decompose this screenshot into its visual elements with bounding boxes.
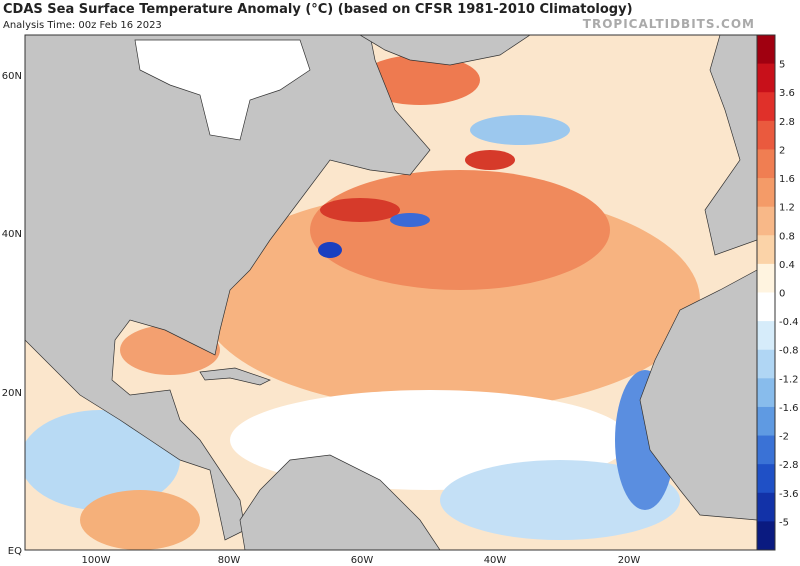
colorbar-bin xyxy=(757,492,775,522)
colorbar-bin xyxy=(757,120,775,150)
colorbar-label: 3.6 xyxy=(779,88,795,99)
anomaly-warm xyxy=(80,490,200,550)
greenland xyxy=(359,35,531,66)
anomaly-cool xyxy=(470,115,570,145)
lon-label: 80W xyxy=(218,555,241,566)
colorbar-label: -2 xyxy=(779,432,789,443)
colorbar-label: 2 xyxy=(779,145,785,156)
colorbar-bin xyxy=(757,149,775,179)
colorbar-bin xyxy=(757,349,775,379)
anomaly-hot xyxy=(320,198,400,222)
colorbar-label: -0.4 xyxy=(779,317,799,328)
anomaly-cold xyxy=(318,242,342,258)
colorbar-bin xyxy=(757,178,775,208)
anomaly-warm xyxy=(360,55,480,105)
south-america xyxy=(239,454,441,550)
lat-label: EQ xyxy=(8,546,22,557)
colorbar-label: 0.8 xyxy=(779,231,795,242)
anomaly-warm xyxy=(310,170,610,290)
lat-label: 20N xyxy=(2,388,22,399)
colorbar-bin xyxy=(757,35,775,65)
colorbar-bin xyxy=(757,321,775,351)
colorbar-bin xyxy=(757,263,775,293)
watermark: TROPICALTIDBITS.COM xyxy=(583,17,755,31)
colorbar-label: -3.6 xyxy=(779,489,799,500)
colorbar-label: 0.4 xyxy=(779,260,795,271)
lon-label: 20W xyxy=(618,555,641,566)
lon-label: 60W xyxy=(351,555,374,566)
europe xyxy=(704,35,757,256)
colorbar-bin xyxy=(757,435,775,465)
colorbar-label: 5 xyxy=(779,60,785,71)
cuba xyxy=(199,367,271,386)
title: CDAS Sea Surface Temperature Anomaly (°C… xyxy=(3,2,633,17)
colorbar-frame xyxy=(756,34,776,551)
colorbar-bin xyxy=(757,63,775,93)
colorbar-bin xyxy=(757,521,775,551)
colorbar-label: -2.8 xyxy=(779,460,799,471)
colorbar: 5 3.6 2.8 2 1.6 1.2 0.8 0.4 0 -0.4 -0.8 -1.2 -1.6 -2 -… xyxy=(756,34,799,551)
colorbar-bin xyxy=(757,235,775,265)
colorbar-bin xyxy=(757,92,775,122)
colorbar-label: -1.2 xyxy=(779,374,799,385)
lat-label: 40N xyxy=(2,229,22,240)
lon-label: 40W xyxy=(484,555,507,566)
anomaly-cold xyxy=(390,213,430,227)
colorbar-label: 1.2 xyxy=(779,203,795,214)
colorbar-label: -5 xyxy=(779,517,789,528)
colorbar-bin xyxy=(757,206,775,236)
axes: 60N 40N 20N EQ 100W 80W 60W 40W 20W xyxy=(2,71,641,566)
lon-label: 100W xyxy=(82,555,111,566)
anomaly-hot xyxy=(465,150,515,170)
hudson-bay-ice xyxy=(134,39,311,141)
colorbar-label: -0.8 xyxy=(779,346,799,357)
colorbar-bin xyxy=(757,406,775,437)
colorbar-label: -1.6 xyxy=(779,403,799,414)
africa xyxy=(639,269,757,521)
map xyxy=(24,34,758,551)
colorbar-bin xyxy=(757,292,775,322)
colorbar-label: 1.6 xyxy=(779,174,795,185)
colorbar-label: 0 xyxy=(779,289,785,300)
anomaly-cool xyxy=(25,410,180,510)
anomaly-cool xyxy=(440,460,680,540)
colorbar-bin xyxy=(757,464,775,494)
lat-label: 60N xyxy=(2,71,22,82)
subtitle: Analysis Time: 00z Feb 16 2023 xyxy=(3,20,162,31)
north-america xyxy=(25,35,431,541)
colorbar-label: 2.8 xyxy=(779,117,795,128)
colorbar-bin xyxy=(757,378,775,408)
